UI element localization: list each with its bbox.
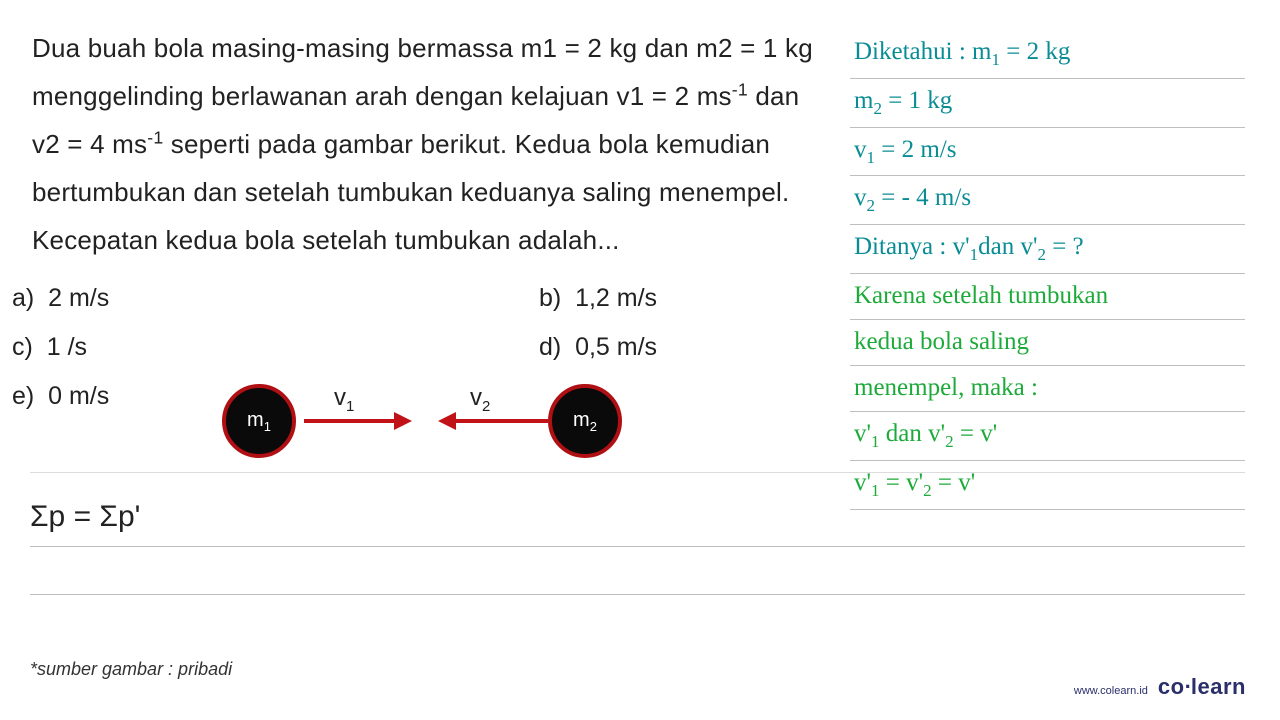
problem-text: Dua buah bola masing-masing bermassa m1 … — [32, 24, 832, 264]
note-line: kedua bola saling — [850, 320, 1245, 366]
note-line: Karena setelah tumbukan — [850, 274, 1245, 320]
arrow-v1-head — [394, 412, 412, 430]
answer-d-value: 0,5 m/s — [575, 333, 657, 361]
note-line: menempel, maka : — [850, 366, 1245, 412]
note-line: v'1 dan v'2 = v' — [850, 412, 1245, 461]
answer-c-value: 1 /s — [47, 333, 87, 361]
answer-b: b) 1,2 m/s — [539, 284, 657, 313]
answer-c: c) 1 /s — [12, 333, 532, 362]
v2-label: v2 — [470, 384, 490, 415]
answer-a: a) 2 m/s — [12, 284, 532, 313]
arrow-v2-head — [438, 412, 456, 430]
separator-line-lower — [30, 594, 1245, 595]
arrow-v1-line — [304, 419, 396, 423]
ball-m1: m1 — [222, 384, 296, 458]
brand-footer: www.colearn.id co·learn — [1074, 674, 1246, 700]
brand-url: www.colearn.id — [1074, 685, 1148, 697]
note-line: v2 = - 4 m/s — [850, 176, 1245, 225]
answer-a-value: 2 m/s — [48, 284, 109, 312]
ball-m1-label: m1 — [247, 409, 271, 434]
collision-diagram: m1 v1 v2 m2 — [222, 376, 632, 466]
answer-d: d) 0,5 m/s — [539, 333, 657, 362]
problem-statement: Dua buah bola masing-masing bermassa m1 … — [32, 24, 832, 264]
note-line: Ditanya : v'1dan v'2 = ? — [850, 225, 1245, 274]
note-line: v'1 = v'2 = v' — [850, 461, 1245, 510]
note-line: m2 = 1 kg — [850, 79, 1245, 128]
answer-b-value: 1,2 m/s — [575, 284, 657, 312]
note-line: v1 = 2 m/s — [850, 128, 1245, 177]
image-source-note: *sumber gambar : pribadi — [30, 659, 232, 680]
v1-label: v1 — [334, 384, 354, 415]
note-line: Diketahui : m1 = 2 kg — [850, 30, 1245, 79]
answer-e-value: 0 m/s — [48, 382, 109, 410]
ball-m2-label: m2 — [573, 409, 597, 434]
side-notes: Diketahui : m1 = 2 kgm2 = 1 kgv1 = 2 m/s… — [850, 30, 1245, 510]
ball-m2: m2 — [548, 384, 622, 458]
arrow-v2-line — [456, 419, 548, 423]
brand-logo: co·learn — [1158, 674, 1246, 700]
